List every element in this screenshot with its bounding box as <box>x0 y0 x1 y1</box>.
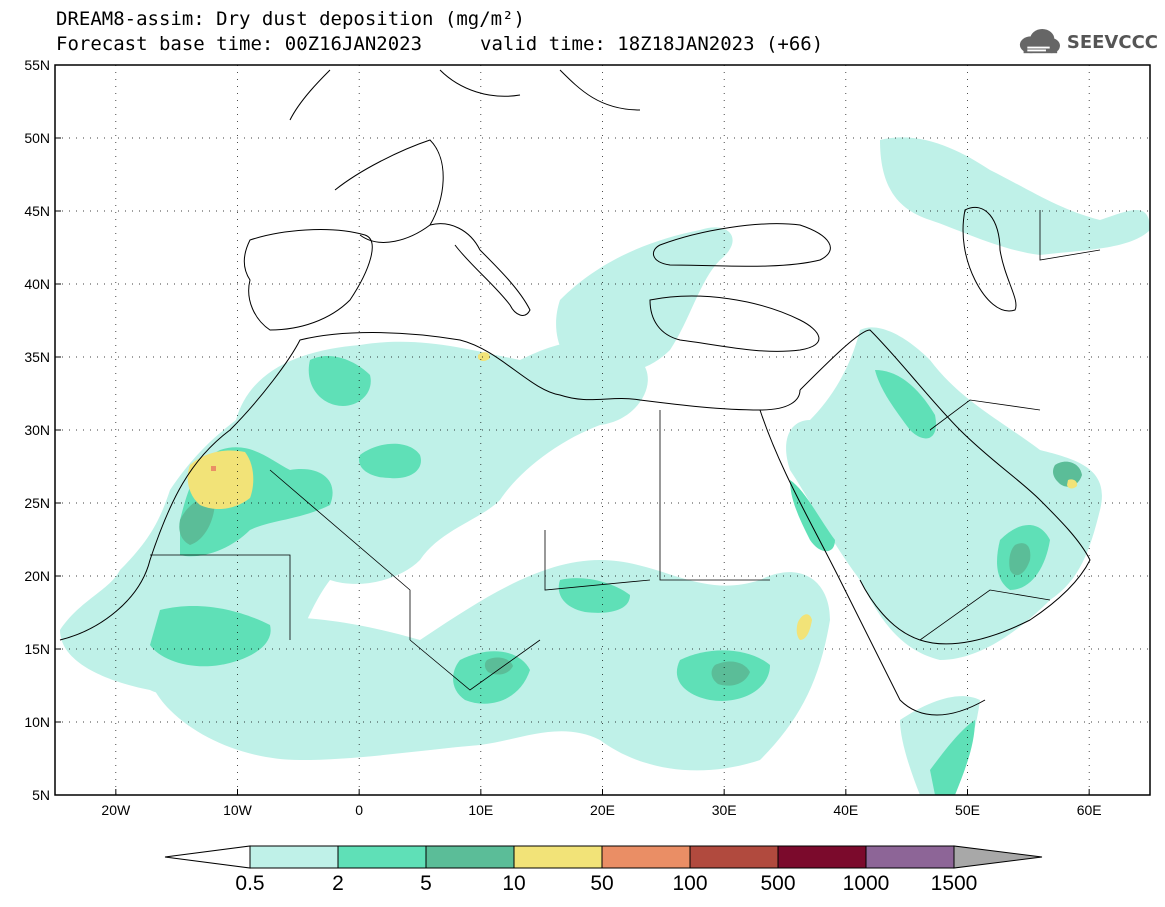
border-kazakh <box>1039 210 1101 261</box>
valid-time: valid time: 18Z18JAN2023 (+66) <box>480 33 824 55</box>
colorbar <box>164 845 1043 869</box>
coastline-red-sea <box>759 409 986 716</box>
colorbar-labels: 0.5 2 5 10 50 100 500 1000 1500 <box>235 872 977 895</box>
dust-area-algeria <box>359 443 421 479</box>
dust-area-chad-core <box>484 657 513 675</box>
dust-area-morocco-max <box>211 466 216 471</box>
lon-label: 60E <box>1077 802 1102 818</box>
coastline-black-sea <box>652 223 831 267</box>
lat-label: 35N <box>24 349 50 365</box>
colorbar-segment <box>249 845 339 869</box>
lat-label: 5N <box>32 787 50 803</box>
coastline-italy <box>429 223 531 316</box>
lat-label: 10N <box>24 714 50 730</box>
colorbar-label: 1500 <box>931 872 978 895</box>
lat-label: 45N <box>24 203 50 219</box>
border-saudi-yemen <box>919 589 1051 641</box>
colorbar-label: 10 <box>502 872 525 895</box>
dust-area-oman-core <box>1009 543 1031 576</box>
lon-label: 10W <box>223 802 253 818</box>
dust-area-sudan-core <box>711 661 750 686</box>
lat-label: 15N <box>24 641 50 657</box>
coastlines <box>59 69 1091 716</box>
colorbar-label: 2 <box>332 872 344 895</box>
lon-label: 40E <box>833 802 858 818</box>
coastline-turkey <box>649 295 820 352</box>
dust-area-gulf <box>875 370 936 439</box>
border-libya-egypt <box>659 410 770 581</box>
colorbar-label: 5 <box>420 872 432 895</box>
border-mauritania <box>150 554 291 640</box>
dust-area-ethiopia-peak <box>796 614 812 640</box>
lat-label: 50N <box>24 130 50 146</box>
colorbar-segment <box>865 845 955 869</box>
dust-area-mediterranean <box>556 227 733 374</box>
lon-label: 0 <box>355 802 363 818</box>
lat-label: 25N <box>24 495 50 511</box>
latitude-labels: 55N 50N 45N 40N 35N 30N 25N 20N 15N 10N 5N <box>24 57 61 803</box>
dust-area-mauritania <box>150 605 271 667</box>
colorbar-segment <box>513 845 603 869</box>
border-niger-nigeria <box>409 639 541 691</box>
coastline-north-africa <box>59 332 801 641</box>
lon-label: 50E <box>955 802 980 818</box>
coastline-scandinavia <box>439 69 641 111</box>
colorbar-label: 1000 <box>843 872 890 895</box>
country-borders <box>150 210 1101 691</box>
dust-area-arabia <box>786 327 1102 660</box>
dust-area-somalia <box>930 720 975 795</box>
dust-area-red-sea <box>790 480 835 552</box>
border-algeria-mali <box>269 469 411 640</box>
seevccc-logo: SEEVCCC <box>1018 24 1158 60</box>
colorbar-segment <box>777 845 867 869</box>
coastline-caspian <box>962 207 1017 312</box>
colorbar-segment <box>601 845 691 869</box>
dust-area-caspian <box>880 137 1150 255</box>
border-sudan-chad <box>544 530 651 591</box>
border-iran-iraq <box>929 399 1041 431</box>
lat-label: 55N <box>24 57 50 73</box>
lon-label: 20W <box>101 802 131 818</box>
base-time: Forecast base time: 00Z16JAN2023 <box>56 33 423 55</box>
longitude-labels: 20W 10W 0 10E 20E 30E 40E 50E 60E <box>101 789 1102 818</box>
colorbar-segment <box>337 845 427 869</box>
lat-label: 20N <box>24 568 50 584</box>
lon-label: 10E <box>468 802 493 818</box>
colorbar-segment <box>689 845 779 869</box>
dust-area-morocco-peak <box>187 450 254 510</box>
coastline-iberia <box>243 229 373 331</box>
dust-deposition-shading <box>60 137 1150 795</box>
lon-label: 30E <box>712 802 737 818</box>
dust-area-tunisia-peak <box>478 352 490 361</box>
dust-area-iran-peak <box>1067 479 1078 489</box>
dust-area-tunisia <box>308 355 371 406</box>
lat-label: 30N <box>24 422 50 438</box>
colorbar-segment <box>425 845 515 869</box>
colorbar-over-arrow <box>953 845 1043 869</box>
coastline-arabia <box>799 329 1091 645</box>
lon-label: 20E <box>590 802 615 818</box>
logo-text: SEEVCCC <box>1066 31 1158 53</box>
colorbar-label: 50 <box>590 872 613 895</box>
colorbar-label: 0.5 <box>235 872 264 895</box>
dust-area-w-sahara-core <box>179 498 215 545</box>
colorbar-label: 500 <box>760 872 795 895</box>
colorbar-under-arrow <box>164 845 251 869</box>
coastline-france-uk <box>289 69 444 243</box>
colorbar-label: 100 <box>672 872 707 895</box>
lat-label: 40N <box>24 276 50 292</box>
lat-lon-grid <box>55 65 1150 795</box>
map-title: DREAM8-assim: Dry dust deposition (mg/m²… <box>56 8 525 30</box>
cloud-logo-icon <box>1019 28 1060 54</box>
